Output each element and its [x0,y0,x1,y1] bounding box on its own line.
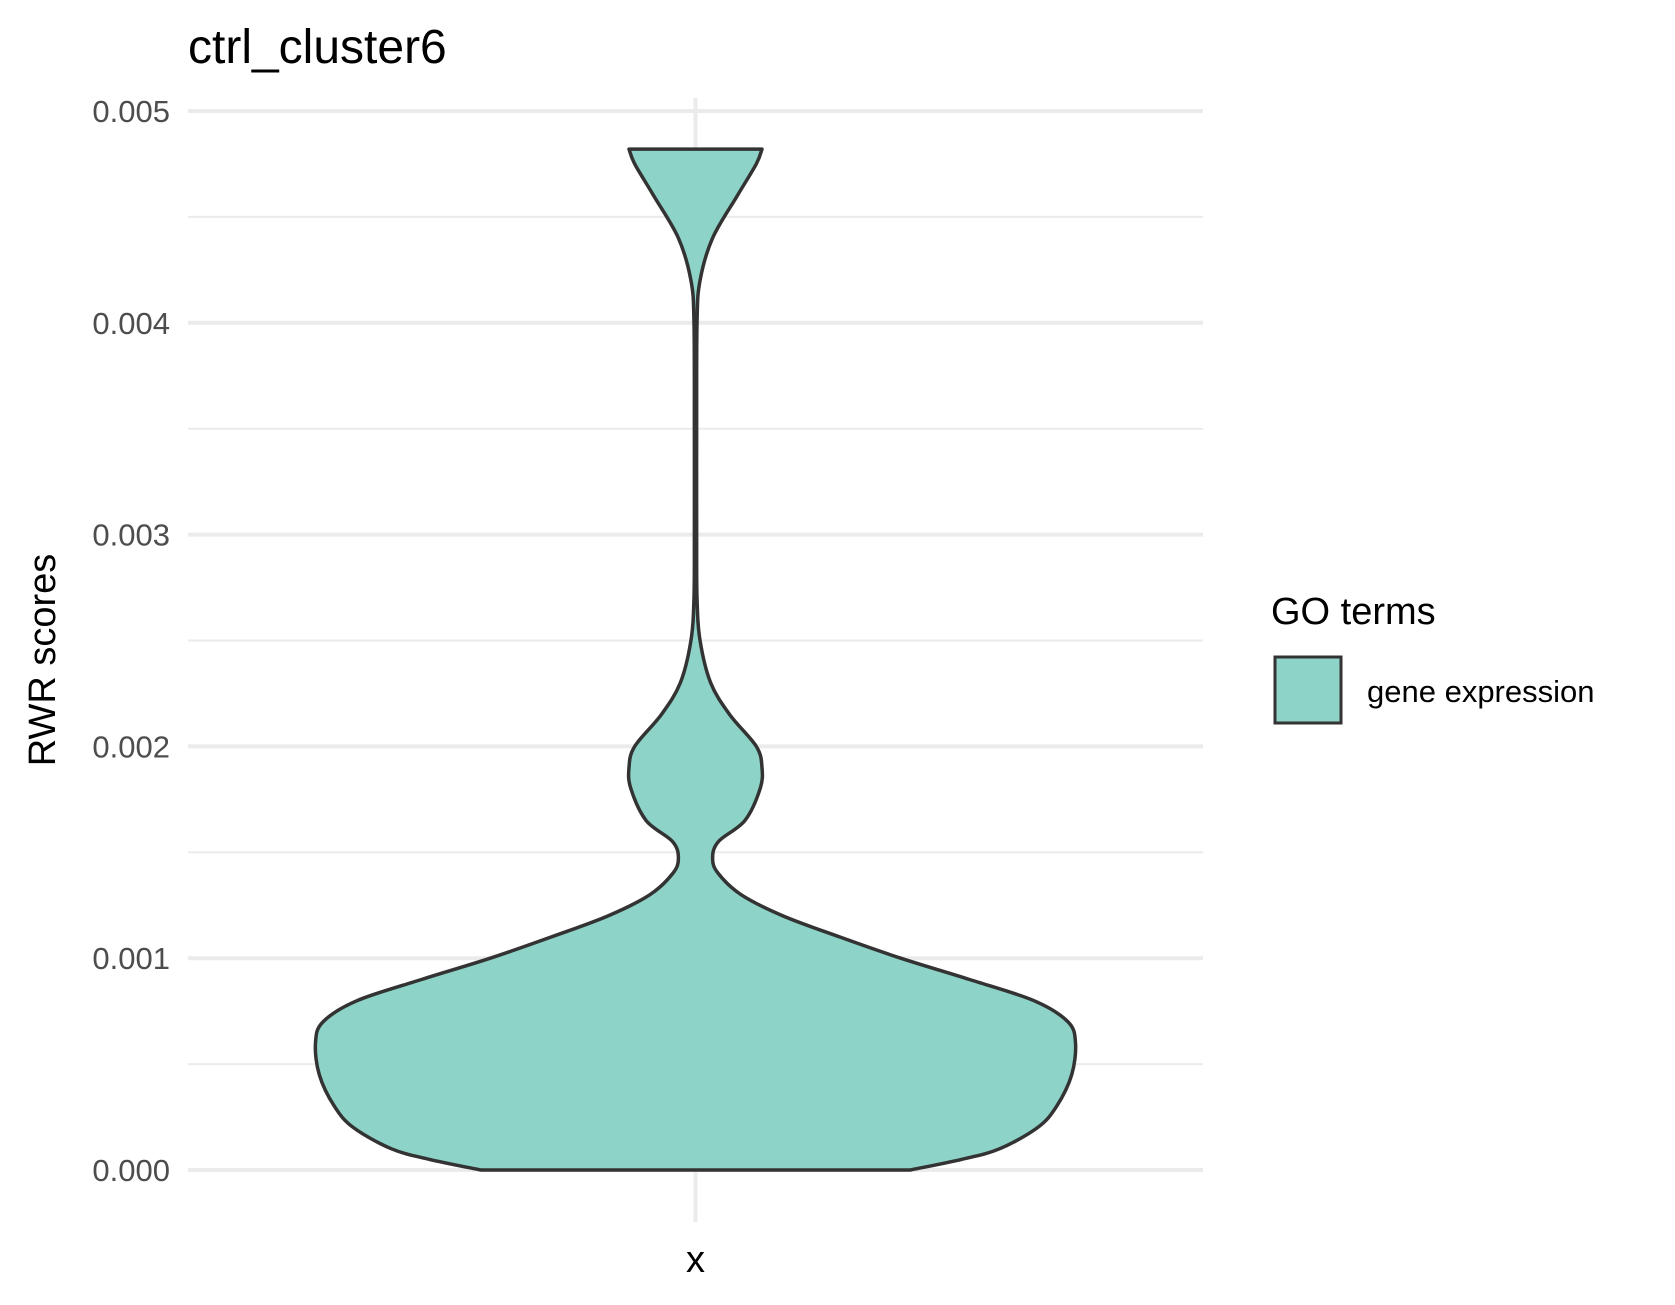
y-tick-label: 0.000 [92,1153,170,1188]
chart-title: ctrl_cluster6 [188,21,447,74]
violin-shape [313,147,1078,1172]
legend-entry-label: gene expression [1367,674,1595,709]
y-axis-title: RWR scores [22,554,64,767]
y-axis-ticks: 0.000 0.001 0.002 0.003 0.004 0.005 [92,94,170,1188]
y-tick-label: 0.003 [92,518,170,553]
x-axis-ticks: x [686,1239,705,1281]
legend-title: GO terms [1271,591,1436,633]
legend-swatch [1273,655,1343,725]
y-tick-label: 0.005 [92,94,170,129]
legend: GO terms gene expression [1271,591,1595,725]
y-tick-label: 0.004 [92,306,170,341]
x-tick-label: x [686,1239,705,1281]
y-tick-label: 0.002 [92,729,170,764]
violin-layer [313,147,1078,1172]
y-tick-label: 0.001 [92,941,170,976]
